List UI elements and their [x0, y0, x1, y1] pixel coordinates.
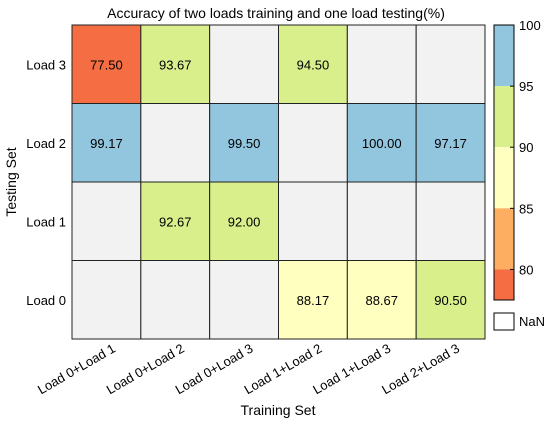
heatmap-cell — [140, 24, 211, 104]
heatmap-cells: 77.50 93.67 94.50 99.17 99.50 100.00 97.17 92.6… — [71, 24, 486, 340]
heatmap-cell — [278, 181, 348, 261]
cell-value-label: 92.67 — [159, 214, 192, 229]
cell-value-label: 100.00 — [362, 136, 402, 151]
nan-label: NaN — [519, 314, 545, 329]
colorbar: 100 95 90 85 80 — [493, 18, 541, 301]
cell-value-label: 93.67 — [159, 57, 192, 72]
heatmap-cell — [346, 103, 417, 183]
cell-value-label: 77.50 — [90, 57, 123, 72]
heatmap-cell — [415, 181, 486, 261]
cell-value-label: 88.17 — [297, 293, 330, 308]
cell-value-label: 90.50 — [434, 293, 467, 308]
colorbar-band — [494, 208, 514, 270]
heatmap-cell — [209, 24, 280, 104]
heatmap-cell — [346, 24, 417, 104]
cell-value-label: 94.50 — [297, 57, 330, 72]
cell-value-label: 99.17 — [90, 136, 123, 151]
cell-value-label: 92.00 — [228, 214, 261, 229]
nan-swatch — [493, 312, 515, 331]
colorbar-tick-label: 90 — [519, 140, 533, 155]
heatmap-cell — [140, 260, 211, 340]
colorbar-tick-label: 80 — [519, 262, 533, 277]
cell-value-label: 88.67 — [365, 293, 398, 308]
colorbar-band — [494, 25, 514, 87]
x-tick-label: Load 2+Load 3 — [379, 341, 462, 398]
x-axis-label: Training Set — [241, 402, 316, 418]
colorbar-frame — [493, 24, 515, 301]
heatmap-cell — [209, 103, 280, 183]
heatmap-cell — [415, 24, 486, 104]
chart-title: Accuracy of two loads training and one l… — [107, 5, 445, 21]
cell-value-label: 99.50 — [228, 136, 261, 151]
heatmap-cell — [278, 24, 348, 104]
y-tick-label: Load 1 — [26, 214, 66, 229]
heatmap-cell — [140, 103, 211, 183]
heatmap-cell — [415, 260, 486, 340]
colorbar-tick-label: 95 — [519, 79, 533, 94]
heatmap-cell — [71, 181, 142, 261]
cell-value-label: 97.17 — [434, 136, 467, 151]
y-tick-label: Load 0 — [26, 293, 66, 308]
heatmap-cell — [71, 260, 142, 340]
colorbar-band — [494, 86, 514, 148]
colorbar-tick-label: 100 — [519, 18, 541, 33]
y-tick-label: Load 2 — [26, 136, 66, 151]
heatmap-cell — [346, 181, 417, 261]
nan-legend: NaN — [493, 312, 545, 331]
heatmap-cell — [140, 181, 211, 261]
heatmap-cell — [71, 103, 142, 183]
colorbar-band — [494, 269, 514, 300]
colorbar-band — [494, 147, 514, 209]
heatmap-cell — [71, 24, 142, 104]
colorbar-tick-label: 85 — [519, 201, 533, 216]
y-tick-labels: Load 3 Load 2 Load 1 Load 0 — [26, 57, 66, 308]
heatmap-cell — [278, 103, 348, 183]
y-axis-label: Testing Set — [3, 147, 19, 216]
heatmap-cell — [209, 260, 280, 340]
heatmap-cell — [278, 260, 348, 340]
y-tick-label: Load 3 — [26, 57, 66, 72]
